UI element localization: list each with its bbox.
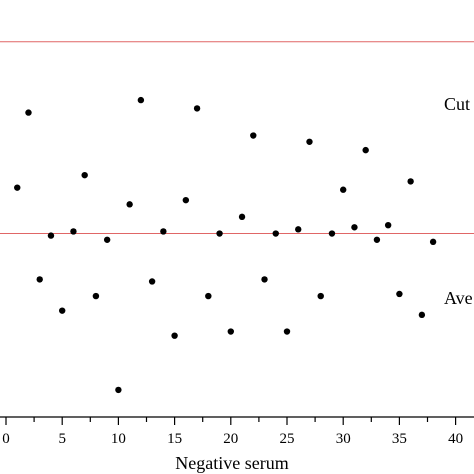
data-point — [272, 230, 279, 237]
data-point — [216, 230, 223, 237]
data-point — [250, 132, 257, 139]
data-point — [351, 224, 358, 231]
ref-label-average: Ave — [444, 288, 473, 308]
x-tick-label: 25 — [280, 431, 295, 447]
data-point — [418, 311, 426, 319]
data-point — [227, 328, 234, 335]
x-tick-label: 20 — [223, 431, 238, 447]
data-point — [340, 186, 347, 193]
data-point — [306, 138, 313, 145]
x-tick-label: 10 — [111, 431, 126, 447]
data-point — [126, 201, 133, 208]
data-point — [317, 292, 324, 300]
data-point — [283, 328, 291, 335]
data-point — [92, 292, 100, 300]
ref-label-cutoff: Cut — [444, 94, 470, 114]
reference-lines — [0, 41, 474, 235]
data-point — [429, 238, 437, 246]
x-tick-label: 15 — [167, 431, 182, 447]
data-point — [384, 221, 392, 229]
x-tick-label: 40 — [448, 431, 463, 447]
data-point — [25, 109, 32, 116]
x-axis-ticks: 0 5 10 15 20 25 30 35 40 — [2, 417, 463, 447]
x-tick-label: 35 — [392, 431, 407, 447]
data-point — [115, 386, 122, 394]
data-point — [103, 236, 111, 243]
data-point — [171, 332, 178, 339]
data-points — [14, 96, 437, 394]
x-tick-label: 30 — [336, 431, 351, 447]
x-tick-label: 5 — [58, 431, 66, 447]
data-point — [373, 236, 381, 243]
data-point — [407, 178, 414, 185]
data-point — [328, 230, 336, 237]
x-tick-label: 0 — [2, 431, 10, 447]
data-point — [36, 276, 43, 283]
data-point — [14, 184, 21, 191]
data-point — [59, 307, 66, 314]
data-point — [295, 226, 302, 233]
data-point — [81, 171, 88, 179]
data-point — [261, 276, 268, 283]
data-point — [362, 146, 369, 154]
data-point — [137, 96, 145, 104]
data-point — [205, 292, 212, 300]
data-point — [47, 232, 55, 239]
data-point — [182, 196, 190, 204]
data-point — [193, 105, 201, 112]
data-point — [238, 213, 246, 221]
data-point — [160, 228, 167, 235]
data-point — [70, 228, 77, 235]
data-point — [396, 290, 403, 298]
x-axis-title: Negative serum — [175, 453, 288, 473]
data-point — [148, 278, 156, 285]
